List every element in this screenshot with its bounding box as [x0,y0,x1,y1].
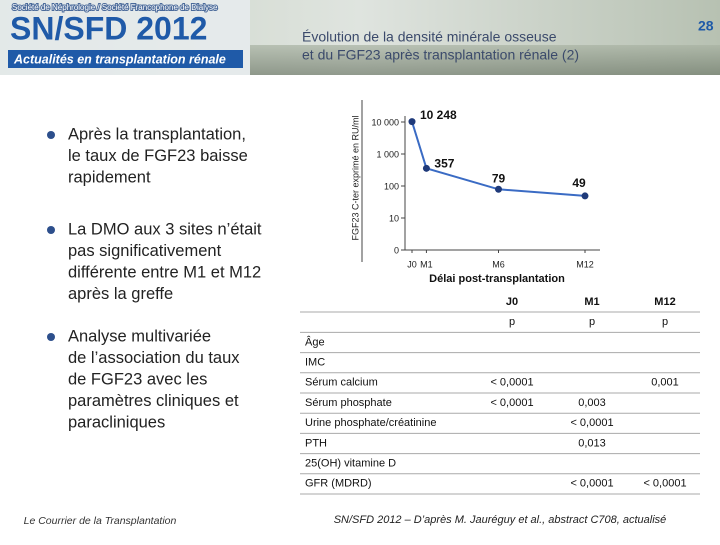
row-label: IMC [305,357,325,369]
row-label: PTH [305,437,327,449]
column-header: M12 [654,296,675,308]
value-label: 357 [434,156,454,170]
page-number: 28 [698,18,714,34]
bullet-text: La DMO aux 3 sites n’était [68,220,262,238]
data-point [422,164,430,172]
table-cell: < 0,0001 [490,377,533,389]
table-cell: < 0,0001 [490,397,533,409]
table-cell: 0,001 [651,377,679,389]
logo: SN/SFD 2012 [10,10,207,46]
y-tick-label: 10 000 [371,117,399,127]
bullet-text: de FGF23 avec les [68,370,207,388]
subtitle-band [8,50,243,68]
row-label: 25(OH) vitamine D [305,458,396,470]
x-tick-label: M1 [420,259,433,269]
row-label: Urine phosphate/créatinine [305,417,436,429]
slide-title: et du FGF23 après transplantation rénale… [302,47,579,63]
bullet-text: Analyse multivariée [68,327,211,345]
header-city [250,45,720,75]
footer-right: SN/SFD 2012 – D’après M. Jauréguy et al.… [334,514,667,526]
bullet-text: rapidement [68,168,151,186]
x-tick-label: M12 [576,259,594,269]
bullet-text: paramètres cliniques et [68,392,239,410]
society: Société de Néphrologie / Société Francop… [12,3,218,12]
x-tick-label: M6 [492,259,505,269]
table-cell: < 0,0001 [643,478,686,490]
column-header: M1 [584,296,599,308]
row-label: Âge [305,335,325,348]
y-tick-label: 1 000 [376,149,399,159]
bullet-text: différente entre M1 et M12 [68,263,261,281]
value-label: 79 [492,171,506,185]
value-label: 49 [572,176,586,190]
bullet-dot [47,333,55,341]
bullet-text: Après la transplantation, [68,125,246,143]
footer-left: Le Courrier de la Transplantation [24,515,177,527]
header-subtitle: Actualités en transplantation rénale [13,52,226,66]
table-cell: < 0,0001 [570,478,613,490]
bullet-text: le taux de FGF23 baisse [68,147,248,165]
y-tick-label: 10 [389,213,399,223]
table-cell: 0,013 [578,437,606,449]
row-label: Sérum phosphate [305,397,392,409]
bullet-text: pas significativement [68,242,222,260]
row-label: Sérum calcium [305,377,378,389]
table-cell: 0,003 [578,397,606,409]
bullet-text: après la greffe [68,285,173,303]
bullet-dot [47,226,55,234]
data-point [581,192,589,200]
y-tick-label: 0 [394,245,399,255]
value-label: 10 248 [420,108,457,122]
column-header: J0 [506,296,518,308]
column-subheader: p [662,316,668,328]
row-label: GFR (MDRD) [305,478,372,490]
slide-title: Évolution de la densité minérale osseuse [302,29,557,45]
bullet-text: paracliniques [68,413,165,431]
y-tick-label: 100 [384,181,399,191]
data-point [408,118,416,126]
data-line [411,121,586,197]
x-tick-label: J0 [407,259,417,269]
y-axis-title: FGF23 C-ter exprimé en RU/ml [350,115,360,240]
bullet-text: de l’association du taux [68,349,240,367]
x-axis-title: Délai post-transplantation [429,273,565,285]
column-subheader: p [509,316,515,328]
table-cell: < 0,0001 [570,417,613,429]
bullet-dot [47,131,55,139]
data-point [495,185,502,193]
column-subheader: p [589,316,595,328]
